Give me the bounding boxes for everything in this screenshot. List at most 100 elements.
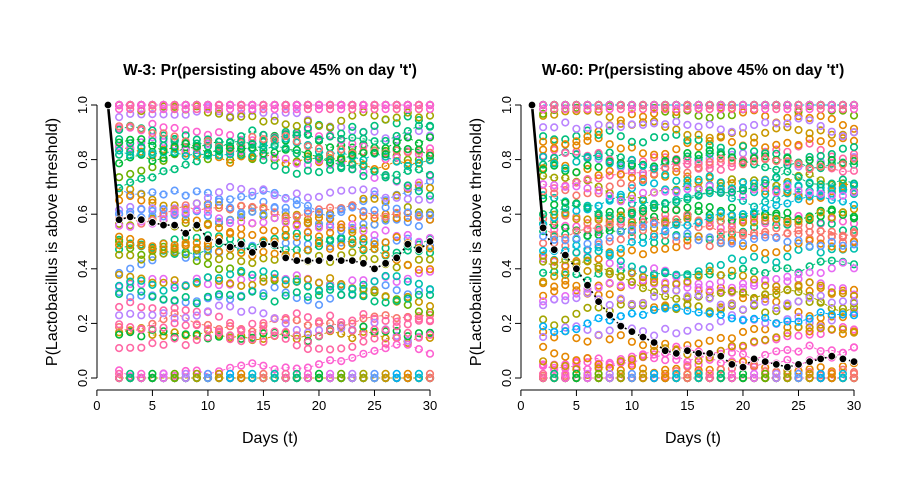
y-tick-label: 0.4	[499, 260, 514, 278]
data-point	[627, 184, 637, 193]
data-point	[594, 171, 603, 180]
data-point	[292, 145, 301, 155]
background-series	[114, 182, 435, 215]
data-point	[237, 327, 246, 336]
data-point	[672, 130, 681, 139]
data-point	[337, 145, 346, 154]
data-point	[694, 339, 703, 348]
data-point	[292, 293, 301, 303]
data-point	[403, 261, 412, 270]
data-point	[314, 213, 324, 222]
data-point	[159, 156, 168, 165]
data-point	[137, 250, 146, 259]
data-point	[337, 129, 346, 138]
data-point	[159, 100, 168, 110]
data-point	[126, 328, 135, 337]
data-point	[348, 248, 357, 257]
data-point	[425, 111, 435, 120]
data-point	[414, 121, 424, 130]
data-point	[237, 373, 246, 383]
data-point	[572, 309, 581, 318]
data-point	[538, 239, 548, 248]
data-point	[114, 237, 124, 246]
data-point	[694, 201, 703, 210]
data-point	[616, 331, 625, 340]
data-point	[170, 142, 179, 151]
data-point	[605, 335, 614, 344]
data-point	[126, 373, 135, 383]
highlight-series	[103, 100, 435, 273]
data-point	[348, 100, 357, 110]
data-point	[192, 205, 201, 214]
data-point	[270, 327, 279, 336]
highlight-point	[214, 237, 224, 246]
data-point	[783, 252, 792, 261]
data-point	[214, 274, 224, 283]
data-point	[392, 322, 401, 331]
data-point	[259, 369, 268, 379]
data-point	[303, 328, 313, 337]
data-point	[827, 213, 836, 222]
data-point	[114, 100, 124, 110]
highlight-point	[672, 349, 681, 358]
data-point	[126, 264, 135, 273]
highlight-point	[605, 311, 614, 320]
data-point	[694, 142, 703, 151]
data-point	[226, 218, 235, 228]
data-point	[237, 337, 246, 346]
data-point	[605, 140, 614, 149]
data-point	[314, 369, 324, 379]
data-point	[281, 203, 290, 212]
data-point	[583, 219, 592, 228]
data-point	[170, 205, 179, 214]
data-point	[550, 282, 559, 291]
data-point	[425, 148, 435, 157]
data-point	[694, 122, 703, 131]
data-point	[348, 373, 357, 383]
data-point	[414, 195, 424, 204]
data-point	[170, 314, 179, 323]
data-point	[403, 104, 412, 114]
data-point	[381, 373, 390, 383]
data-point	[181, 208, 190, 217]
data-point	[772, 307, 781, 316]
data-point	[192, 243, 201, 252]
data-point	[683, 130, 692, 140]
data-point	[392, 272, 401, 281]
data-point	[749, 252, 759, 261]
data-point	[414, 178, 424, 187]
y-tick-label: 0.2	[75, 314, 90, 332]
x-tick-label: 20	[736, 398, 750, 413]
data-point	[616, 257, 625, 266]
data-point	[683, 138, 692, 148]
data-point	[605, 237, 614, 246]
data-point	[314, 360, 324, 369]
data-point	[181, 218, 190, 228]
data-point	[638, 157, 648, 166]
data-point	[326, 345, 335, 354]
data-point	[694, 207, 703, 216]
data-point	[292, 369, 301, 379]
data-point	[683, 120, 692, 129]
data-point	[550, 210, 559, 219]
x-axis-label: Days (t)	[242, 430, 298, 447]
data-point	[292, 159, 301, 168]
data-point	[392, 314, 401, 323]
data-point	[359, 185, 368, 194]
data-point	[270, 116, 279, 125]
data-point	[314, 208, 324, 217]
data-point	[425, 369, 435, 379]
data-point	[203, 280, 212, 289]
highlight-point	[738, 362, 748, 372]
data-point	[170, 319, 179, 328]
data-point	[126, 240, 135, 249]
data-point	[159, 167, 168, 176]
data-point	[192, 330, 201, 339]
data-point	[226, 331, 235, 340]
data-point	[270, 191, 279, 200]
highlight-point	[370, 264, 379, 273]
data-point	[627, 246, 637, 255]
data-point	[414, 279, 424, 289]
data-point	[114, 125, 124, 134]
data-point	[348, 186, 357, 195]
